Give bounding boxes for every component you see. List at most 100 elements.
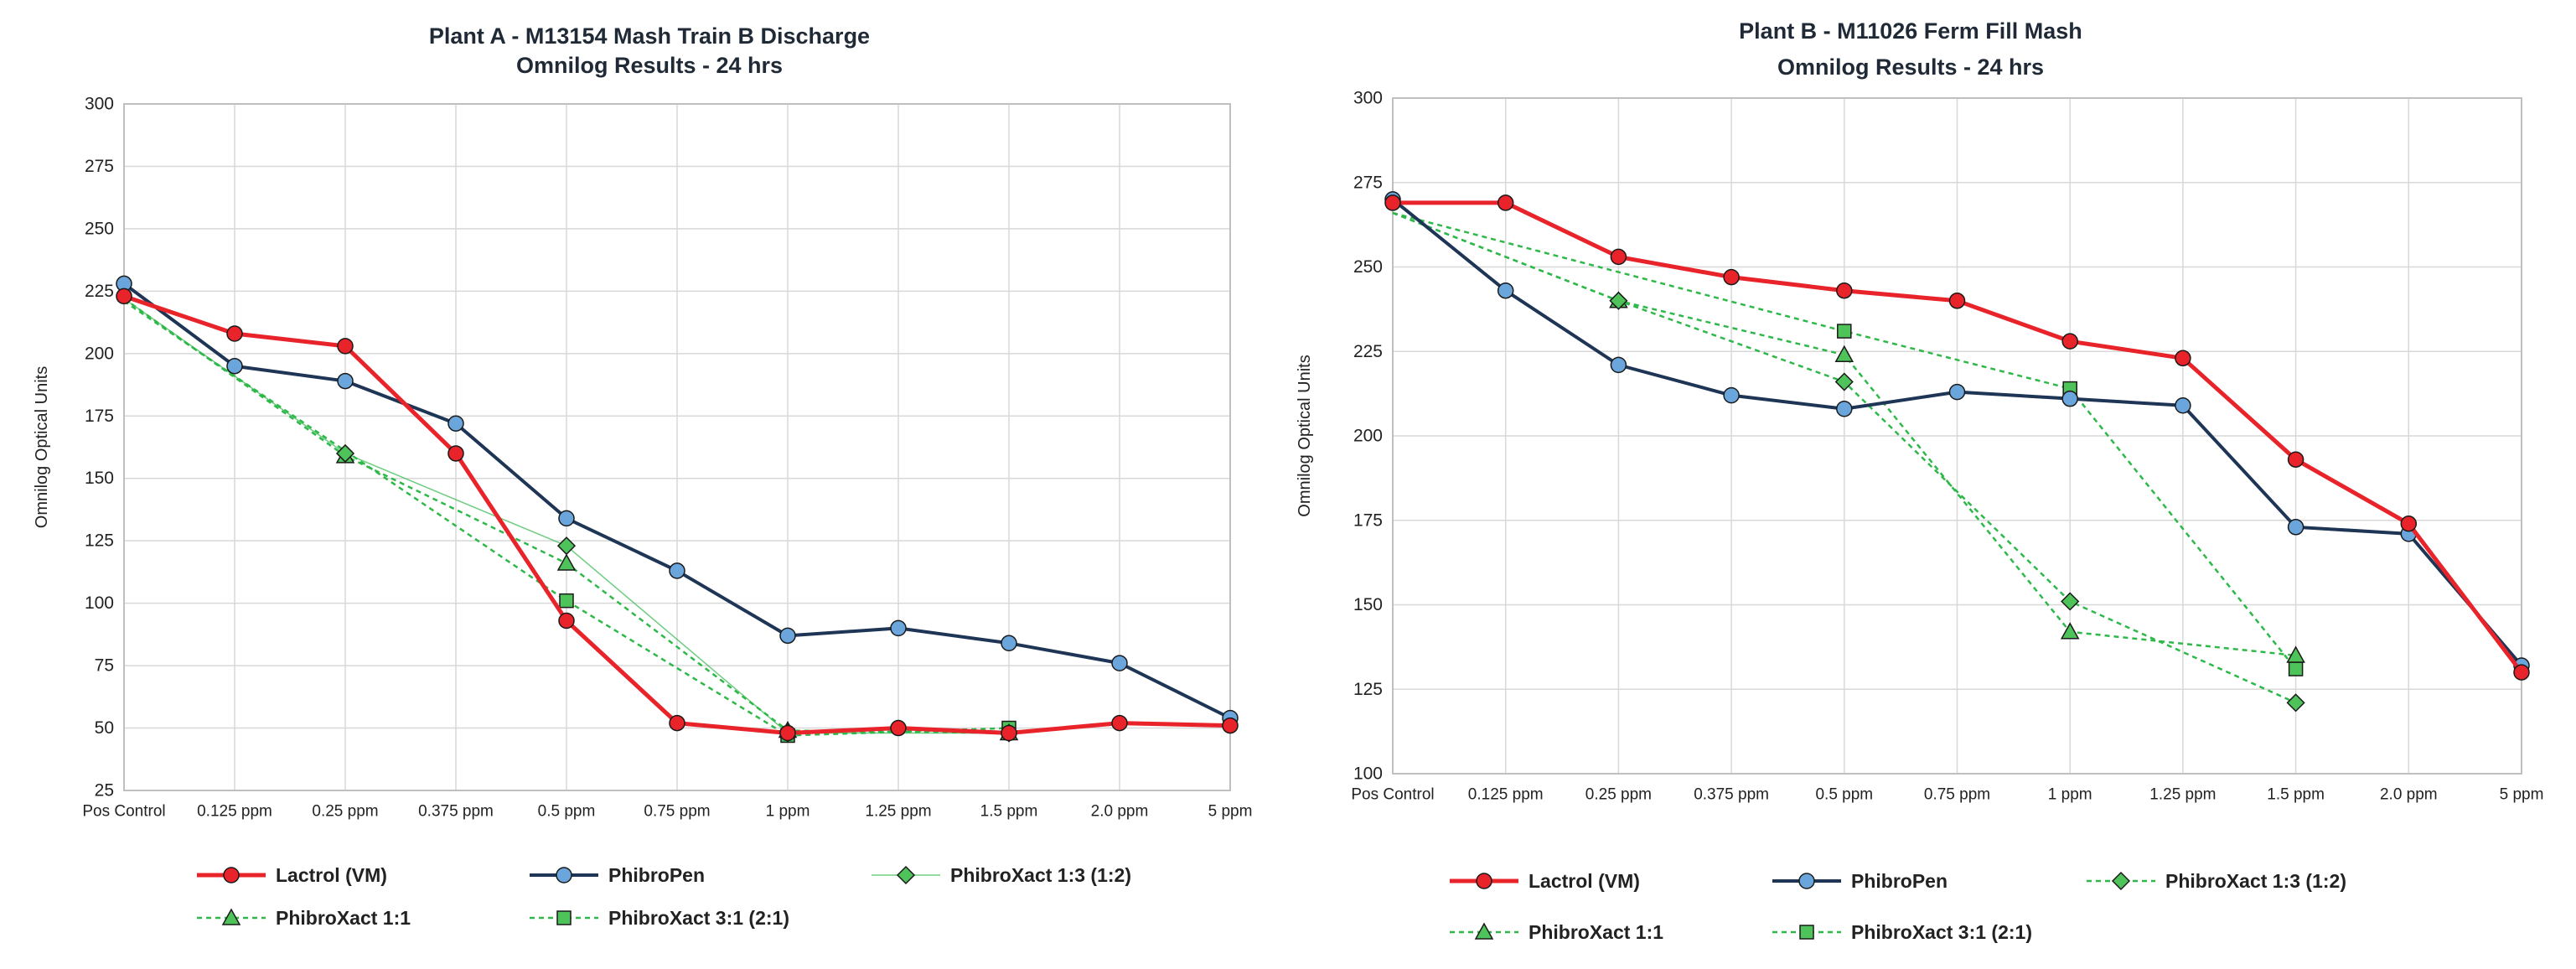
legend-item: PhibroXact 1:3 (1:2) bbox=[2087, 870, 2346, 892]
x-tick-label: 1.25 ppm bbox=[865, 803, 931, 821]
data-point bbox=[1111, 655, 1128, 671]
y-tick-label: 175 bbox=[1353, 510, 1383, 530]
plot-area bbox=[123, 103, 1231, 791]
legend-label: Lactrol (VM) bbox=[1529, 870, 1640, 892]
legend-swatch-marker bbox=[1476, 873, 1492, 889]
data-point bbox=[2175, 350, 2191, 367]
legend-swatch-marker bbox=[556, 910, 572, 925]
data-point bbox=[1497, 282, 1514, 299]
x-tick-label: 0.25 ppm bbox=[312, 803, 378, 821]
data-point bbox=[2286, 693, 2305, 712]
data-point bbox=[226, 357, 243, 375]
legend-item: Lactrol (VM) bbox=[1450, 870, 1640, 892]
legend-swatch-marker bbox=[223, 867, 240, 884]
y-tick-label: 200 bbox=[1353, 427, 1383, 446]
series-lactrol-vm- bbox=[116, 288, 1239, 742]
x-tick-label: 0.75 ppm bbox=[1924, 786, 1990, 804]
x-tick-label: 1 ppm bbox=[766, 803, 810, 821]
data-point bbox=[335, 443, 355, 464]
data-point bbox=[890, 619, 907, 637]
chart-subtitle: Omnilog Results - 24 hrs bbox=[1777, 54, 2044, 80]
data-point bbox=[779, 627, 796, 645]
chart-plant-a: Plant A - M13154 Mash Train B Discharge O… bbox=[33, 23, 1252, 929]
y-tick-label: 275 bbox=[85, 157, 114, 176]
y-tick-label: 100 bbox=[85, 593, 114, 613]
legend-label: PhibroXact 1:3 (1:2) bbox=[950, 864, 1131, 886]
data-point bbox=[559, 593, 574, 609]
y-tick-label: 250 bbox=[85, 219, 114, 238]
y-axis-label: Omnilog Optical Units bbox=[33, 366, 51, 528]
data-point bbox=[2286, 645, 2305, 663]
legend-swatch-marker bbox=[1798, 873, 1815, 889]
legend-item: PhibroXact 1:1 bbox=[1450, 921, 1663, 943]
data-point bbox=[1610, 248, 1627, 266]
legend-label: PhibroPen bbox=[1851, 870, 1948, 892]
x-tick-label: 0.5 ppm bbox=[538, 803, 596, 821]
data-point bbox=[1610, 356, 1627, 374]
data-point bbox=[1836, 282, 1853, 299]
legend-label: PhibroXact 3:1 (2:1) bbox=[1851, 921, 2032, 943]
series-phibroxact-3-1-2-1- bbox=[1392, 211, 2304, 676]
data-point bbox=[1111, 714, 1128, 732]
x-tick-label: 1.5 ppm bbox=[980, 803, 1038, 821]
legend-label: PhibroPen bbox=[608, 864, 705, 886]
data-point bbox=[779, 724, 796, 742]
chart-title: Plant B - M11026 Ferm Fill Mash bbox=[1739, 18, 2082, 44]
legend-swatch-marker bbox=[221, 908, 241, 925]
data-point bbox=[1497, 194, 1514, 211]
y-tick-label: 250 bbox=[1353, 257, 1383, 277]
chart-subtitle: Omnilog Results - 24 hrs bbox=[516, 53, 783, 78]
legend-item: Lactrol (VM) bbox=[197, 864, 387, 886]
x-tick-label: 1.5 ppm bbox=[2267, 786, 2325, 804]
x-tick-label: Pos Control bbox=[82, 803, 165, 821]
series-line bbox=[1392, 211, 2297, 670]
data-point bbox=[2061, 333, 2078, 350]
legend-swatch-marker bbox=[1474, 922, 1494, 940]
data-point bbox=[558, 612, 575, 630]
legend-item: PhibroPen bbox=[530, 864, 705, 886]
legend: Lactrol (VM) PhibroPen PhibroXact 1:3 (1:2… bbox=[197, 864, 1131, 929]
data-point bbox=[558, 510, 575, 527]
legend-label: PhibroXact 1:1 bbox=[1529, 921, 1663, 943]
y-tick-label: 50 bbox=[95, 718, 114, 738]
data-point bbox=[1723, 268, 1740, 286]
data-point bbox=[556, 536, 577, 556]
legend-item: PhibroPen bbox=[1772, 870, 1948, 892]
legend-item: PhibroXact 3:1 (2:1) bbox=[530, 907, 789, 929]
data-point bbox=[1834, 372, 1854, 391]
y-tick-label: 125 bbox=[1353, 680, 1383, 699]
x-tick-label: 0.5 ppm bbox=[1815, 786, 1873, 804]
data-point bbox=[2061, 592, 2080, 611]
legend-label: PhibroXact 1:3 (1:2) bbox=[2165, 870, 2346, 892]
data-point bbox=[2061, 390, 2078, 407]
legend-swatch-marker bbox=[556, 867, 572, 884]
x-tick-label: 0.125 ppm bbox=[197, 803, 272, 821]
data-point bbox=[1834, 345, 1854, 363]
x-tick-label: 0.75 ppm bbox=[644, 803, 710, 821]
data-point bbox=[447, 415, 464, 432]
legend: Lactrol (VM) PhibroPen PhibroXact 1:3 (1:2… bbox=[1450, 870, 2346, 943]
data-point bbox=[337, 372, 354, 390]
data-point bbox=[1836, 401, 1853, 417]
data-point bbox=[1723, 386, 1740, 404]
data-point bbox=[2400, 516, 2418, 532]
legend-label: PhibroXact 3:1 (2:1) bbox=[608, 907, 789, 929]
y-tick-label: 300 bbox=[85, 95, 114, 114]
x-tick-label: 0.375 ppm bbox=[1694, 786, 1769, 804]
data-point bbox=[556, 553, 577, 571]
x-tick-label: 0.25 ppm bbox=[1585, 786, 1652, 804]
series-lactrol-vm- bbox=[1384, 194, 2530, 681]
data-point bbox=[1222, 717, 1239, 734]
y-tick-label: 25 bbox=[95, 781, 114, 801]
data-point bbox=[337, 338, 354, 355]
chart-title: Plant A - M13154 Mash Train B Discharge bbox=[429, 23, 870, 49]
data-point bbox=[2060, 622, 2080, 640]
y-tick-label: 300 bbox=[1353, 89, 1383, 108]
data-point bbox=[2288, 661, 2304, 676]
chart-plant-b: Plant B - M11026 Ferm Fill Mash Omnilog R… bbox=[1296, 18, 2543, 943]
data-point bbox=[1384, 194, 1401, 211]
data-point bbox=[447, 445, 464, 462]
y-tick-label: 100 bbox=[1353, 764, 1383, 784]
data-point bbox=[1948, 293, 1966, 309]
